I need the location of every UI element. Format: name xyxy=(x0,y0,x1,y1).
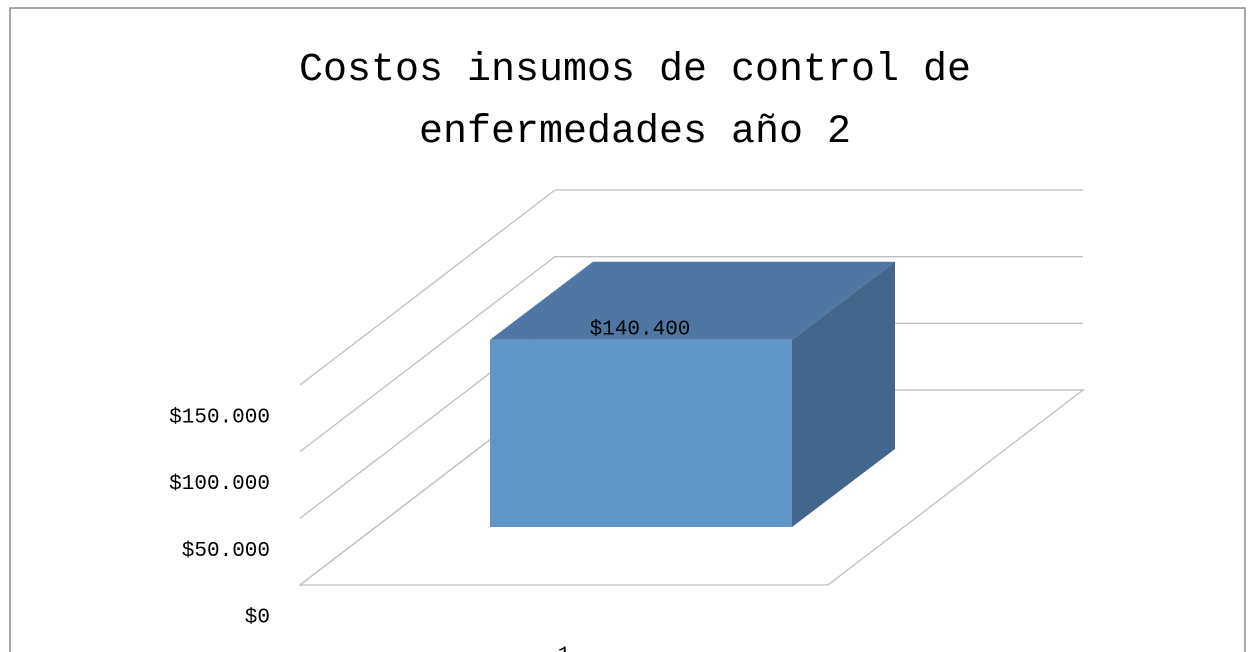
chart-border xyxy=(9,7,1246,652)
grid-line xyxy=(299,256,556,453)
x-tick-label: 1 xyxy=(558,645,571,652)
bar-side xyxy=(792,261,895,527)
grid-line xyxy=(299,189,556,386)
y-tick-label: $50.000 xyxy=(182,540,270,563)
y-tick-label: $0 xyxy=(245,607,270,630)
data-label: $140.400 xyxy=(590,318,691,341)
y-tick-label: $100.000 xyxy=(169,473,270,496)
chart-title: Costos insumos de control de enfermedade… xyxy=(298,48,972,155)
bar xyxy=(490,339,792,527)
y-tick-label: $150.000 xyxy=(169,407,270,430)
bar-top xyxy=(490,261,895,340)
